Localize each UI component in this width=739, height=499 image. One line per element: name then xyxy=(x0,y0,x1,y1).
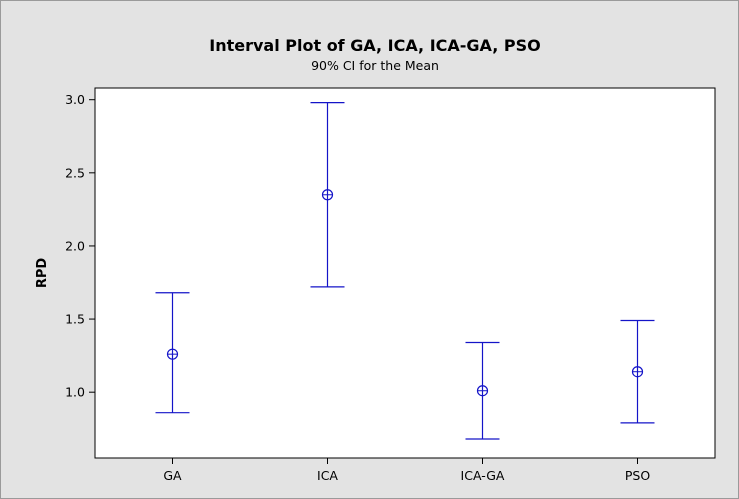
plot-area xyxy=(94,87,716,459)
x-axis: GA ICA ICA-GA PSO xyxy=(163,458,650,483)
x-tick-label: ICA-GA xyxy=(461,468,505,483)
y-tick-label: 1.0 xyxy=(65,385,85,400)
y-tick-label: 3.0 xyxy=(65,92,85,107)
interval-marks xyxy=(155,102,655,440)
y-axis-label: RPD xyxy=(35,258,50,289)
chart-title: Interval Plot of GA, ICA, ICA-GA, PSO xyxy=(209,36,540,55)
x-tick-label: ICA xyxy=(317,468,338,483)
x-tick-label: PSO xyxy=(625,468,650,483)
y-axis: 1.0 1.5 2.0 2.5 3.0 xyxy=(65,92,95,400)
y-tick-label: 2.0 xyxy=(65,238,85,253)
y-tick-label: 2.5 xyxy=(65,165,85,180)
chart-subtitle: 90% CI for the Mean xyxy=(311,58,439,73)
x-tick-label: GA xyxy=(163,468,182,483)
y-tick-label: 1.5 xyxy=(65,312,85,327)
